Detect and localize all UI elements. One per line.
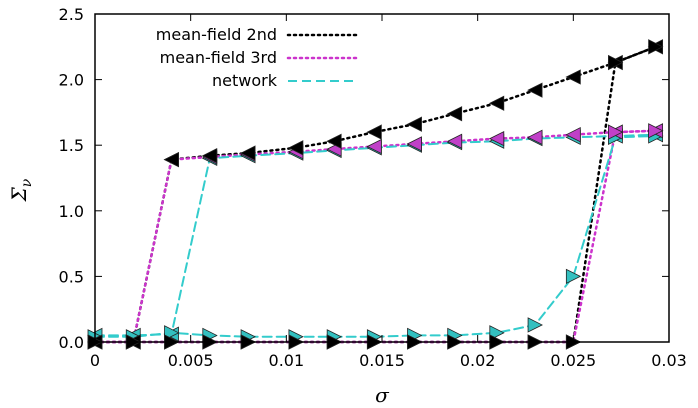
data-point-0-0 (527, 82, 543, 98)
x-axis-label: σ (375, 383, 390, 407)
series-line-1-0 (93, 129, 657, 344)
y-tick-label: 0.0 (59, 333, 84, 352)
y-axis-label-main: Σ (7, 186, 31, 202)
series-line-2-1 (94, 135, 657, 338)
data-point-1-0 (565, 127, 581, 143)
data-point-0-0 (488, 95, 505, 111)
plot-area (87, 39, 664, 350)
data-point-1-0 (446, 133, 463, 149)
y-tick-label: 0.5 (59, 267, 84, 286)
series-line-1-1 (93, 129, 657, 344)
series-line-0-0 (93, 45, 657, 344)
y-axis-label: Σν (7, 178, 35, 202)
data-point-0-0 (366, 124, 382, 140)
x-tick-label: 0 (90, 351, 100, 370)
x-tick-label: 0.025 (550, 351, 596, 370)
y-tick-label: 1.5 (59, 136, 84, 155)
data-point-1-0 (406, 136, 422, 152)
data-point-0-0 (288, 140, 304, 156)
data-point-1-1 (648, 123, 664, 139)
legend-label-2: network (212, 71, 278, 90)
data-point-2-1 (527, 317, 543, 333)
data-point-2-1 (565, 268, 582, 285)
y-tick-label: 2.0 (59, 71, 84, 90)
data-point-0-1 (608, 54, 624, 71)
legend-label-0: mean-field 2nd (156, 25, 277, 44)
svg-text:Σν: Σν (7, 178, 35, 202)
data-point-0-0 (240, 145, 256, 161)
y-axis-label-subscript: ν (19, 178, 35, 187)
data-point-0-1 (648, 39, 664, 55)
x-tick-label: 0.03 (651, 351, 687, 370)
legend-label-1: mean-field 3rd (160, 48, 277, 67)
series-line-2-0 (94, 133, 657, 337)
axis-ticks: 0 0.005 0.01 0.015 0.02 0.025 0.03 0.0 0.5 1.0 1.5… (59, 5, 687, 370)
data-point-1-0 (366, 138, 382, 155)
data-point-0-0 (163, 151, 179, 168)
y-tick-label: 2.5 (59, 5, 84, 24)
data-point-0-0 (406, 116, 422, 132)
data-point-1-0 (527, 129, 543, 145)
data-point-1-1 (608, 124, 624, 140)
x-tick-label: 0.01 (269, 351, 305, 370)
data-point-0-0 (446, 106, 463, 122)
data-point-0-0 (565, 69, 581, 85)
x-tick-label: 0.02 (460, 351, 496, 370)
x-tick-label: 0.015 (359, 351, 405, 370)
x-tick-label: 0.005 (168, 351, 214, 370)
legend: mean-field 2nd mean-field 3rd network (156, 25, 360, 90)
data-point-0-0 (326, 133, 342, 149)
data-point-1-0 (488, 130, 505, 147)
y-tick-label: 1.0 (59, 202, 84, 221)
data-point-0-0 (201, 148, 218, 164)
